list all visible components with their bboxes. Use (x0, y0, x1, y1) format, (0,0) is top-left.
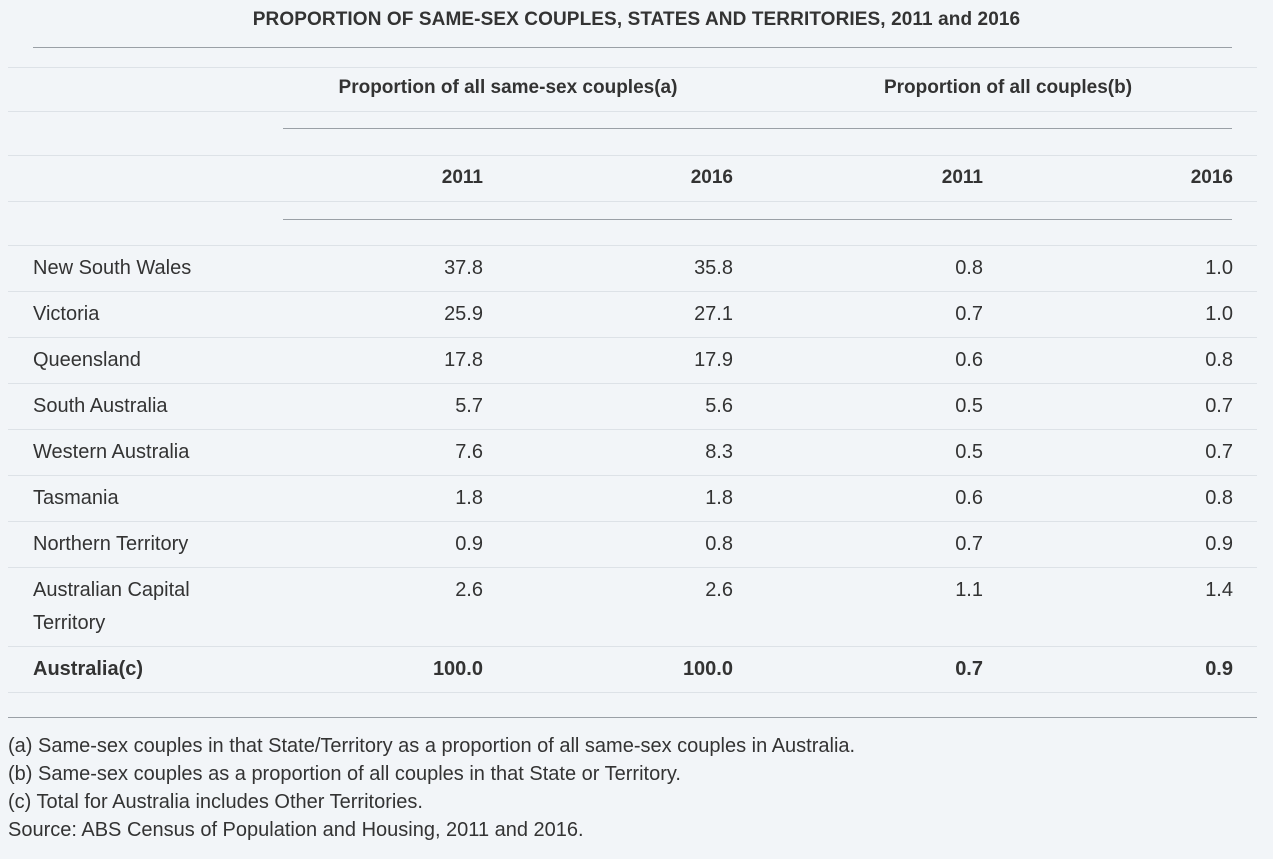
source-note: Source: ABS Census of Population and Hou… (8, 819, 584, 841)
row-label-tasmania: Tasmania (33, 487, 119, 509)
year-header-2016-a: 2016 (690, 167, 733, 188)
cell-nt-2011-a: 0.9 (455, 533, 483, 555)
cell-qld-2011-a: 17.8 (444, 349, 483, 371)
cell-act-2016-a: 2.6 (705, 579, 733, 601)
cell-sa-2016-b: 0.7 (1205, 395, 1233, 417)
cell-nsw-2016-a: 35.8 (694, 257, 733, 279)
cell-qld-2016-b: 0.8 (1205, 349, 1233, 371)
header-top-border (8, 67, 1257, 68)
row-label-south-australia: South Australia (33, 395, 168, 417)
cell-nt-2011-b: 0.7 (955, 533, 983, 555)
row-label-new-south-wales: New South Wales (33, 257, 192, 279)
footnote-c: (c) Total for Australia includes Other T… (8, 791, 423, 813)
cell-wa-2011-b: 0.5 (955, 441, 983, 463)
row-label-act-line-2: Territory (33, 612, 106, 634)
year-header-2016-b: 2016 (1190, 167, 1233, 188)
row-divider (8, 383, 1257, 384)
table-title: PROPORTION OF SAME-SEX COUPLES, STATES A… (252, 9, 1021, 30)
row-divider (8, 521, 1257, 522)
cell-vic-2016-b: 1.0 (1205, 303, 1233, 325)
cell-sa-2011-a: 5.7 (455, 395, 483, 417)
cell-aus-2011-a: 100.0 (432, 658, 483, 680)
cell-wa-2016-b: 0.7 (1205, 441, 1233, 463)
footnote-b: (b) Same-sex couples as a proportion of … (8, 763, 681, 785)
cell-nt-2016-a: 0.8 (705, 533, 733, 555)
cell-aus-2016-b: 0.9 (1205, 658, 1233, 680)
group-header-all-couples: Proportion of all couples(b) (883, 77, 1133, 98)
row-divider (8, 475, 1257, 476)
notes-rule (8, 717, 1257, 718)
cell-nsw-2011-b: 0.8 (955, 257, 983, 279)
year-header-top-border (8, 155, 1257, 156)
cell-nsw-2016-b: 1.0 (1205, 257, 1233, 279)
cell-vic-2011-b: 0.7 (955, 303, 983, 325)
row-label-western-australia: Western Australia (33, 441, 190, 463)
cell-qld-2016-a: 17.9 (694, 349, 733, 371)
title-rule (33, 47, 1232, 48)
cell-tas-2011-a: 1.8 (455, 487, 483, 509)
cell-qld-2011-b: 0.6 (955, 349, 983, 371)
cell-wa-2011-a: 7.6 (455, 441, 483, 463)
row-label-northern-territory: Northern Territory (33, 533, 189, 555)
body-top-border (8, 245, 1257, 246)
cell-vic-2011-a: 25.9 (444, 303, 483, 325)
cell-act-2016-b: 1.4 (1205, 579, 1233, 601)
cell-nsw-2011-a: 37.8 (444, 257, 483, 279)
row-divider (8, 337, 1257, 338)
row-label-queensland: Queensland (33, 349, 141, 371)
cell-tas-2016-a: 1.8 (705, 487, 733, 509)
row-divider (8, 567, 1257, 568)
footnote-a: (a) Same-sex couples in that State/Terri… (8, 735, 856, 757)
cell-vic-2016-a: 27.1 (694, 303, 733, 325)
group-header-bottom-border (8, 111, 1257, 112)
cell-sa-2016-a: 5.6 (705, 395, 733, 417)
row-label-act-line-1: Australian Capital (33, 579, 190, 601)
year-header-rule (283, 219, 1232, 220)
cell-tas-2011-b: 0.6 (955, 487, 983, 509)
cell-nt-2016-b: 0.9 (1205, 533, 1233, 555)
body-bottom-border (8, 692, 1257, 693)
row-divider (8, 646, 1257, 647)
group-header-same-sex: Proportion of all same-sex couples(a) (338, 77, 678, 98)
footnotes: (a) Same-sex couples in that State/Terri… (8, 732, 855, 844)
year-header-2011-b: 2011 (941, 167, 983, 188)
year-header-bottom-border (8, 201, 1257, 202)
cell-sa-2011-b: 0.5 (955, 395, 983, 417)
cell-aus-2016-a: 100.0 (682, 658, 733, 680)
cell-aus-2011-b: 0.7 (955, 658, 983, 680)
year-header-2011-a: 2011 (441, 167, 483, 188)
row-label-victoria: Victoria (33, 303, 100, 325)
cell-tas-2016-b: 0.8 (1205, 487, 1233, 509)
row-divider (8, 429, 1257, 430)
group-header-rule (283, 128, 1232, 129)
cell-wa-2016-a: 8.3 (705, 441, 733, 463)
row-label-australia-total: Australia(c) (33, 658, 144, 680)
row-divider (8, 291, 1257, 292)
cell-act-2011-b: 1.1 (955, 579, 983, 601)
cell-act-2011-a: 2.6 (455, 579, 483, 601)
